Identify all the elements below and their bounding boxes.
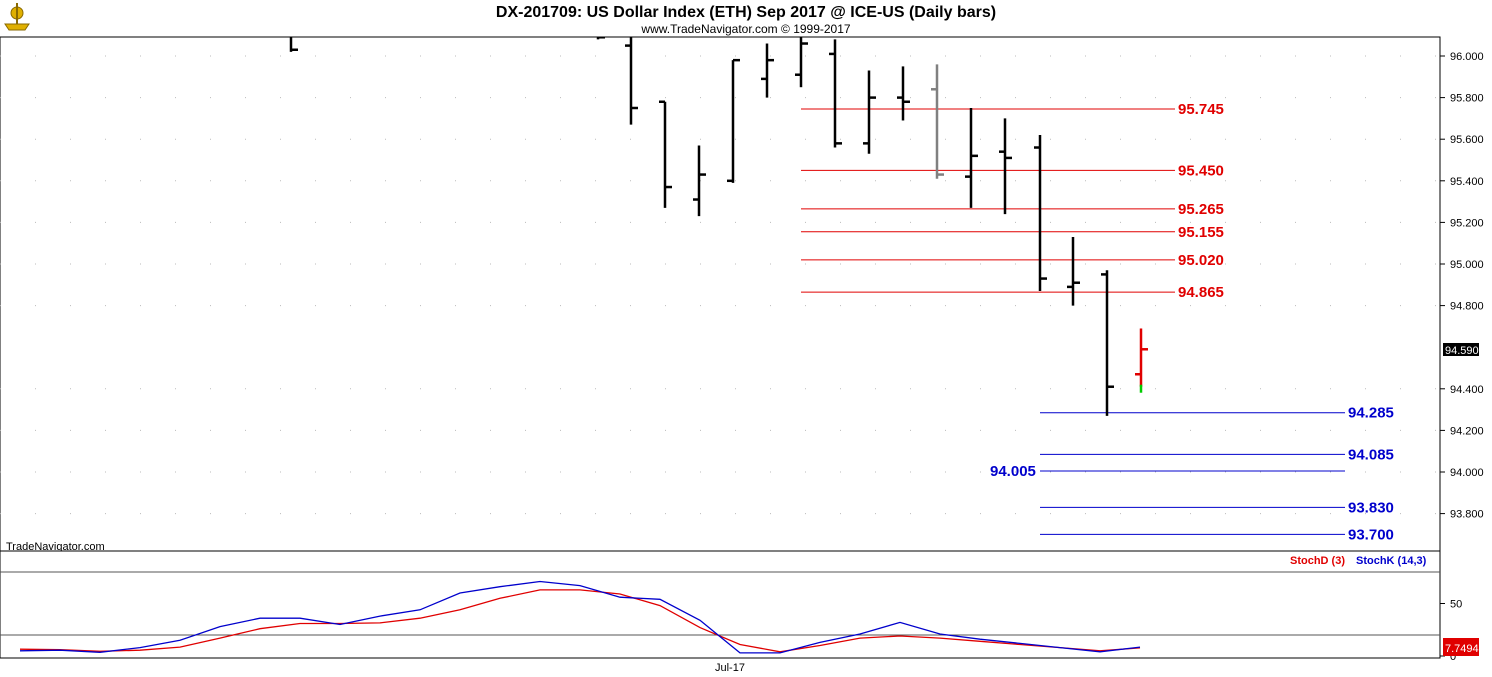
support-label: 94.285 [1348,405,1394,422]
ohlc-bar [727,58,740,183]
price-tick-label: 94.400 [1450,384,1484,396]
resistance-label: 95.155 [1178,224,1224,241]
ohlc-bar [1067,236,1080,306]
ohlc-bar [625,37,638,125]
stoch-tick-label: 50 [1450,599,1462,611]
ohlc-bar [965,108,978,208]
ohlc-bar [596,37,605,40]
stoch-grid [0,571,1440,636]
stoch-last-value: 7.7494 [1445,643,1479,655]
stoch-k-line [19,580,1141,654]
price-bars [289,37,1148,416]
ohlc-bar [1034,135,1047,292]
price-axis: 96.000 95.800 95.600 95.400 95.200 95.000 94.8… [1440,51,1484,521]
stoch-lines [19,580,1141,654]
chart-title: DX-201709: US Dollar Index (ETH) Sep 201… [496,4,996,21]
price-tick-label: 95.600 [1450,134,1484,146]
price-panel [0,36,1441,552]
ohlc-bar [897,66,910,121]
ohlc-bar [999,118,1012,215]
resistance-label: 95.020 [1178,252,1224,269]
legend-stoch-k: StochK (14,3) [1356,555,1427,567]
ohlc-bar [1101,270,1114,416]
ohlc-bar [795,37,808,88]
price-tick-label: 95.200 [1450,217,1484,229]
resistance-label: 95.745 [1178,101,1224,118]
resistance-label: 95.450 [1178,162,1224,179]
ohlc-bar [829,39,842,148]
stoch-panel [0,550,1441,659]
price-tick-label: 93.800 [1450,509,1484,521]
price-tick-label: 95.400 [1450,176,1484,188]
support-label: 94.085 [1348,446,1394,463]
stoch-last-marker: 7.7494 [1443,638,1479,656]
support-label: 93.830 [1348,499,1394,516]
price-tick-label: 96.000 [1450,51,1484,63]
ohlc-bar [1135,328,1148,393]
stoch-axis: 50 0 [1440,599,1462,663]
ohlc-bar [659,100,672,208]
price-tick-label: 94.800 [1450,301,1484,313]
stoch-d-line [19,589,1141,653]
x-axis-label: Jul-17 [715,662,745,674]
ohlc-bar [693,145,706,217]
price-levels: 95.745 95.450 95.265 95.155 95.020 94.865 94.2… [801,101,1394,543]
legend-stoch-d: StochD (3) [1290,555,1345,567]
price-tick-label: 95.800 [1450,93,1484,105]
logo-icon [4,3,30,31]
ohlc-bar [863,70,876,154]
ohlc-bar [761,43,774,98]
resistance-label: 94.865 [1178,284,1224,301]
ohlc-bar [931,64,944,179]
support-label: 94.005 [990,463,1036,480]
watermark: TradeNavigator.com [6,541,105,553]
ohlc-bar [289,37,298,52]
last-price-marker: 94.590 [1443,343,1479,357]
price-tick-label: 94.200 [1450,425,1484,437]
stoch-tick-label: 0 [1450,651,1456,663]
chart-subtitle: www.TradeNavigator.com © 1999-2017 [640,22,850,36]
support-label: 93.700 [1348,526,1394,543]
price-tick-label: 94.000 [1450,467,1484,479]
price-tick-label: 95.000 [1450,259,1484,271]
resistance-label: 95.265 [1178,201,1224,218]
last-price-label: 94.590 [1445,345,1479,357]
